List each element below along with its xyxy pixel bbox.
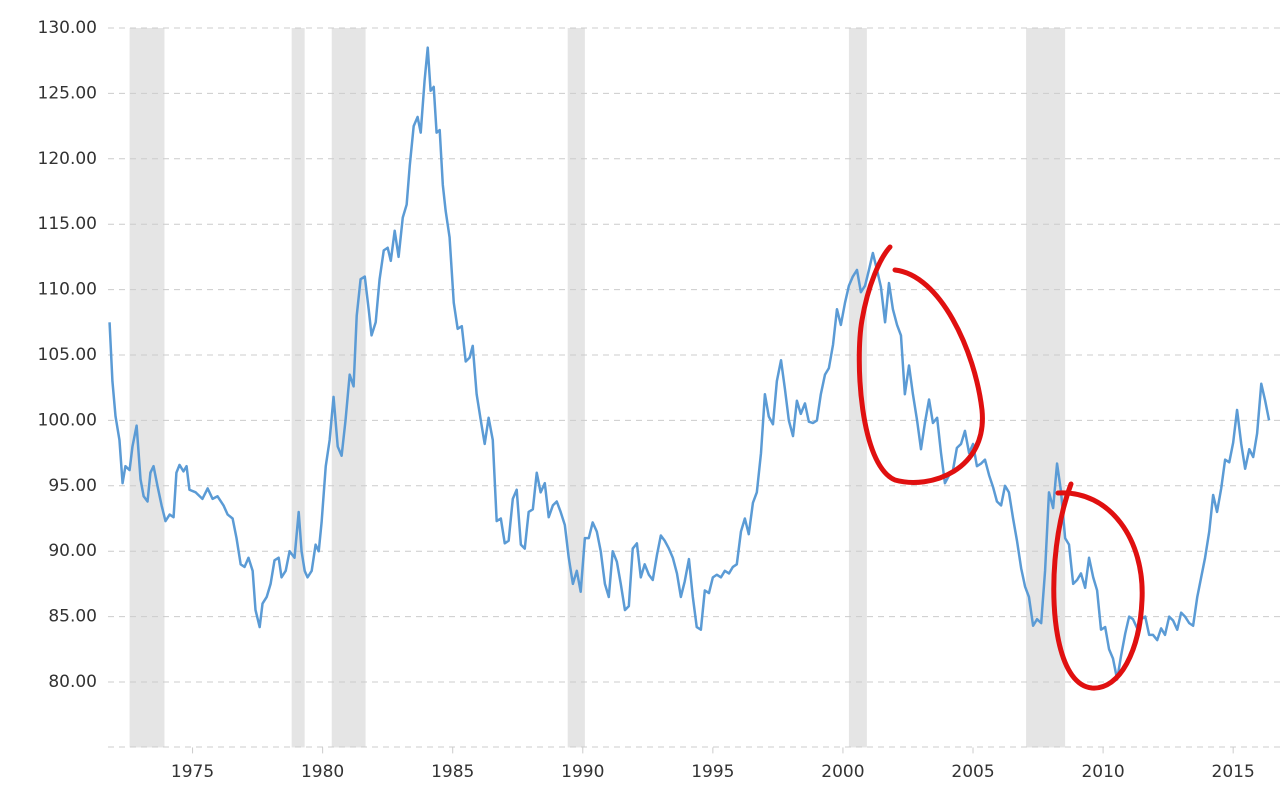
red-circle: [856, 244, 985, 485]
recession-band: [567, 28, 585, 748]
grid: [108, 27, 1280, 683]
x-tick-label: 2005: [951, 762, 994, 782]
recession-band: [291, 28, 305, 748]
y-tick-label: 110.00: [38, 280, 97, 300]
y-tick-label: 115.00: [38, 214, 97, 234]
y-tick-label: 95.00: [48, 476, 97, 496]
recession-band: [129, 28, 165, 748]
line-series: [108, 46, 1271, 681]
y-tick-label: 125.00: [38, 83, 97, 103]
x-tick-label: 1995: [691, 762, 734, 782]
y-tick-label: 120.00: [38, 149, 97, 169]
y-tick-label: 130.00: [38, 18, 97, 38]
y-tick-label: 85.00: [48, 607, 97, 627]
x-tick-label: 2000: [821, 762, 864, 782]
x-tick-label: 2010: [1081, 762, 1124, 782]
plot: [108, 46, 1271, 681]
x-tick-label: 2015: [1212, 762, 1255, 782]
x-tick-label: 1985: [431, 762, 474, 782]
x-tick-label: 1990: [561, 762, 604, 782]
y-tick-label: 100.00: [38, 410, 97, 430]
annotations: [856, 244, 1145, 691]
y-tick-label: 105.00: [38, 345, 97, 365]
red-circle: [1051, 481, 1145, 691]
recession-bands: [129, 28, 1066, 748]
y-tick-label: 90.00: [48, 541, 97, 561]
x-tick-label: 1975: [171, 762, 214, 782]
y-tick-label: 80.00: [48, 672, 97, 692]
x-tick-label: 1980: [301, 762, 344, 782]
